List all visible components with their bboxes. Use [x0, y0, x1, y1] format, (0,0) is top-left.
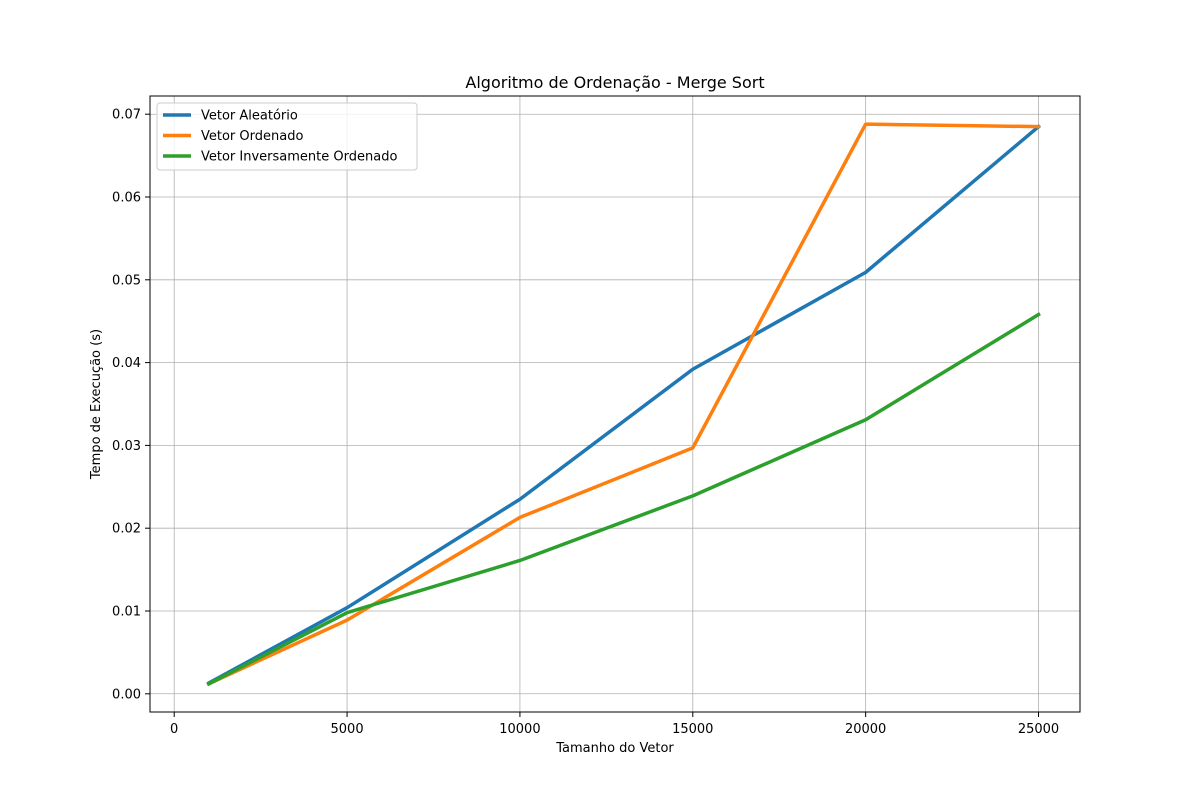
legend-entry-label: Vetor Aleatório	[201, 109, 298, 124]
x-tick-label: 0	[170, 722, 178, 737]
chart-title: Algoritmo de Ordenação - Merge Sort	[465, 73, 764, 92]
x-tick-label: 20000	[845, 722, 886, 737]
y-tick-label: 0.03	[112, 439, 141, 454]
y-tick-label: 0.02	[112, 522, 141, 537]
y-tick-label: 0.05	[112, 273, 141, 288]
legend-entry-label: Vetor Ordenado	[201, 129, 303, 144]
y-tick-label: 0.06	[112, 191, 141, 206]
series-line-3	[206, 312, 1041, 687]
x-axis-label: Tamanho do Vetor	[555, 741, 674, 756]
y-tick-label: 0.01	[112, 604, 141, 619]
x-tick-label: 25000	[1018, 722, 1059, 737]
x-tick-label: 15000	[672, 722, 713, 737]
x-tick-label: 10000	[499, 722, 540, 737]
legend-box	[156, 102, 418, 171]
axis-ticks: 0 5000 10000 15000 20000 25000 0.00 0.01 0.02 0.0…	[112, 108, 1059, 737]
plot-frame	[149, 95, 1081, 713]
series-line-1	[206, 124, 1041, 686]
series-lines	[206, 122, 1041, 687]
y-tick-label: 0.07	[112, 108, 141, 123]
legend-entry-label: Vetor Inversamente Ordenado	[201, 150, 397, 165]
legend: Vetor Aleatório Vetor Ordenado Vetor Inver…	[156, 102, 418, 171]
y-tick-label: 0.00	[112, 687, 141, 702]
series-line-2	[206, 122, 1041, 687]
grid	[150, 96, 1080, 712]
y-tick-label: 0.04	[112, 356, 141, 371]
y-axis-label: Tempo de Execução (s)	[89, 329, 104, 480]
x-tick-label: 5000	[331, 722, 364, 737]
